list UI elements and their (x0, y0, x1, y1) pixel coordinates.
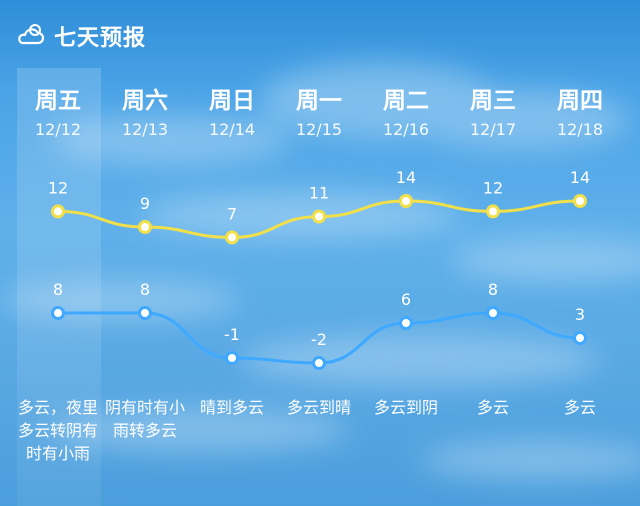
date-label: 12/13 (121, 120, 169, 139)
low-temp-label: 6 (401, 290, 411, 309)
high-temp-label: 7 (227, 204, 237, 223)
high-temp-point (399, 194, 413, 208)
weekday-label: 周日 (209, 88, 255, 114)
condition-text-1: 阴有时有小雨转多云 (104, 398, 185, 440)
high-temp-point (225, 230, 239, 245)
weekday-label: 周二 (383, 88, 429, 114)
date-label: 12/15 (295, 120, 343, 139)
weekday-label: 周四 (557, 88, 603, 114)
high-temp-label: 11 (309, 184, 329, 203)
low-temp-point (312, 356, 326, 370)
weekday-label: 周一 (296, 88, 342, 114)
page-title: 七天预报 (54, 26, 147, 51)
low-temp-point (399, 316, 413, 330)
forecast-header: 七天预报 (16, 18, 146, 54)
date-label: 12/17 (469, 120, 517, 139)
condition-text-0: 多云，夜里多云转阴有时有小雨 (17, 398, 98, 463)
day-column-5: 周三 12/17 (449, 86, 537, 140)
weekday-label: 周三 (470, 88, 516, 114)
low-temp-point (486, 306, 500, 320)
day-column-4: 周二 12/16 (362, 86, 450, 140)
date-label: 12/14 (208, 120, 256, 139)
high-temp-point (138, 220, 152, 234)
low-temp-point (138, 306, 152, 320)
day-column-2: 周日 12/14 (188, 86, 276, 140)
high-temp-label: 9 (140, 194, 150, 213)
weekday-label: 周六 (122, 88, 168, 114)
cloud-sun-icon (16, 21, 46, 51)
high-temp-label: 12 (48, 178, 68, 197)
low-temp-label: -1 (224, 325, 240, 344)
low-temp-label: 3 (575, 305, 585, 324)
low-temp-label: 8 (53, 280, 63, 299)
today-highlight-column (17, 68, 101, 506)
high-temp-point (486, 204, 500, 219)
low-temp-label: 8 (488, 280, 498, 299)
low-temp-label: 8 (140, 280, 150, 299)
high-temp-point (573, 194, 587, 208)
day-column-6: 周四 12/18 (536, 86, 624, 140)
low-temp-label: -2 (311, 330, 327, 349)
condition-text-2: 晴到多云 (199, 398, 264, 417)
condition-text-6: 多云 (563, 398, 596, 417)
day-column-3: 周一 12/15 (275, 86, 363, 140)
condition-text-3: 多云到晴 (286, 398, 351, 417)
date-label: 12/12 (34, 120, 82, 139)
high-temp-label: 14 (570, 168, 590, 187)
high-temp-point (312, 209, 326, 224)
date-label: 12/16 (382, 120, 430, 139)
date-label: 12/18 (556, 120, 604, 139)
low-temp-point (225, 351, 239, 365)
day-column-1: 周六 12/13 (101, 86, 189, 140)
high-temp-label: 12 (483, 178, 503, 197)
high-temp-point (51, 204, 65, 219)
low-temp-point (573, 331, 587, 345)
condition-text-4: 多云到阴 (373, 398, 438, 417)
low-temp-point (51, 306, 65, 320)
weekday-label: 周五 (35, 88, 81, 114)
condition-text-5: 多云 (476, 398, 509, 417)
high-temp-label: 14 (396, 168, 416, 187)
day-column-0: 周五 12/12 (14, 86, 102, 140)
